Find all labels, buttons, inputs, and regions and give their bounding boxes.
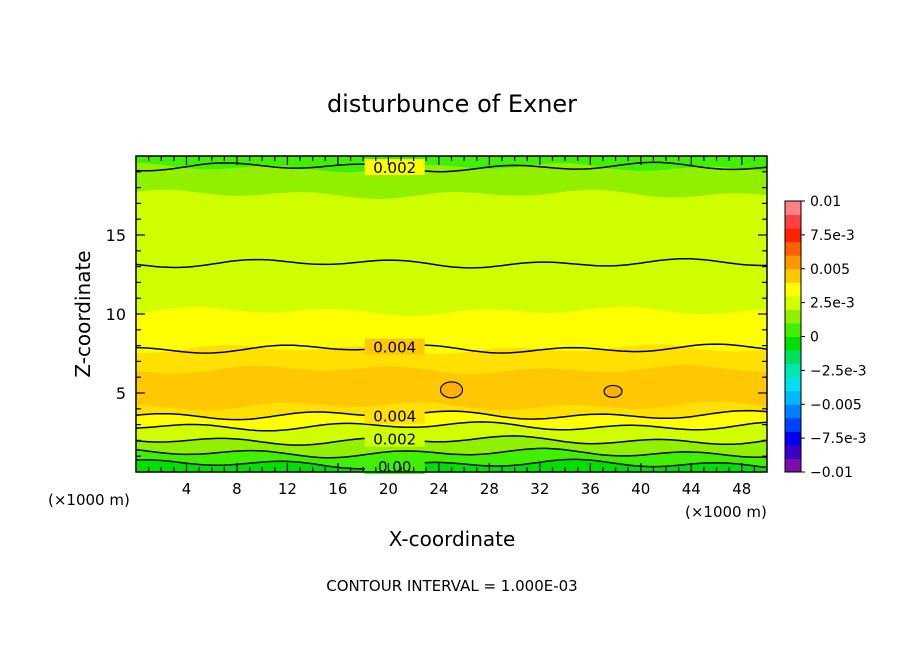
contour-line — [136, 161, 767, 173]
colorbar-swatch — [785, 255, 801, 270]
x-unit-left: (×1000 m) — [48, 491, 130, 509]
colorbar-tick-label: 7.5e-3 — [810, 228, 855, 244]
colorbar-tick-label: −7.5e-3 — [810, 431, 867, 447]
closed-contour — [439, 381, 464, 399]
axis-ticks — [136, 156, 767, 472]
x-tick-label: 16 — [328, 480, 347, 498]
colorbar-tick-label: −0.005 — [810, 397, 862, 413]
colorbar-swatch — [785, 295, 801, 310]
contour-line — [136, 343, 767, 354]
contour-label: 0.002 — [373, 431, 416, 449]
x-tick-label: 12 — [278, 480, 297, 498]
contour-line — [136, 458, 767, 470]
contour-band — [136, 189, 767, 316]
x-axis-label: X-coordinate — [389, 527, 516, 551]
colorbar-swatch — [785, 282, 801, 297]
contour-line — [136, 257, 767, 269]
colorbar-tick-label: 0.005 — [810, 262, 850, 278]
y-tick-label: 10 — [106, 305, 126, 324]
x-tick-label: 4 — [182, 480, 192, 498]
chart-title: disturbunce of Exner — [327, 90, 577, 118]
x-tick-label: 32 — [530, 480, 549, 498]
contour-label-bg — [364, 430, 425, 447]
colorbar-swatch — [785, 322, 801, 337]
x-tick-label: 40 — [631, 480, 650, 498]
colorbar-swatch — [785, 309, 801, 324]
colorbar-tick-label: −0.01 — [810, 465, 853, 481]
colorbar-swatch — [785, 350, 801, 365]
x-tick-label: 24 — [429, 480, 448, 498]
closed-contours — [439, 381, 623, 399]
colorbar-tick-label: 0 — [810, 330, 819, 346]
colorbar-swatch — [785, 404, 801, 419]
colorbar-swatch — [785, 214, 801, 229]
colorbar-swatch — [785, 390, 801, 405]
contour-line — [136, 447, 767, 459]
closed-contour — [603, 384, 623, 399]
y-tick-label: 15 — [106, 226, 126, 245]
colorbar-tick-label: −2.5e-3 — [810, 363, 867, 379]
contour-label-bg — [364, 407, 425, 424]
contour-lines — [136, 161, 767, 470]
x-tick-label: 36 — [581, 480, 600, 498]
contour-label: 0.002 — [373, 159, 416, 177]
colorbar-swatch — [785, 363, 801, 378]
colorbar-swatch — [785, 377, 801, 392]
contour-line — [136, 421, 767, 432]
x-unit-right: (×1000 m) — [685, 503, 767, 521]
y-tick-label: 5 — [116, 384, 126, 403]
x-tick-labels: 4 8 12 16 20 24 28 32 36 40 44 48 — [182, 480, 752, 498]
y-axis-label: Z-coordinate — [71, 250, 95, 377]
colorbar-swatch — [785, 444, 801, 459]
x-tick-label: 20 — [379, 480, 398, 498]
colorbar-swatch — [785, 458, 801, 473]
colorbar — [784, 200, 802, 473]
colorbar-swatch — [785, 228, 801, 243]
filled-contour-bands — [136, 156, 767, 472]
x-tick-label: 44 — [682, 480, 701, 498]
contour-line — [136, 435, 767, 446]
colorbar-tick-label: 0.01 — [810, 194, 841, 210]
contour-line — [136, 409, 767, 421]
y-tick-labels: 5 10 15 — [106, 226, 126, 403]
colorbar-swatch — [785, 268, 801, 283]
colorbar-tick-label: 2.5e-3 — [810, 296, 855, 312]
contour-label: 0.00 — [378, 458, 411, 476]
contour-label-bg — [364, 159, 425, 176]
contour-label: 0.004 — [373, 408, 416, 426]
x-tick-label: 8 — [232, 480, 242, 498]
contour-interval-note: CONTOUR INTERVAL = 1.000E-03 — [326, 577, 577, 595]
contour-label-bg — [364, 338, 425, 355]
colorbar-swatch — [785, 201, 801, 216]
colorbar-swatch — [785, 336, 801, 351]
contour-label-bg — [364, 457, 425, 474]
x-tick-label: 48 — [732, 480, 751, 498]
x-tick-label: 28 — [480, 480, 499, 498]
colorbar-swatch — [785, 431, 801, 446]
colorbar-labels: 0.01 7.5e-3 0.005 2.5e-3 0 −2.5e-3 −0.005 −7.5e… — [801, 194, 867, 481]
colorbar-swatch — [785, 241, 801, 256]
contour-label: 0.004 — [373, 339, 416, 357]
contour-band — [136, 156, 767, 173]
colorbar-swatch — [785, 417, 801, 432]
